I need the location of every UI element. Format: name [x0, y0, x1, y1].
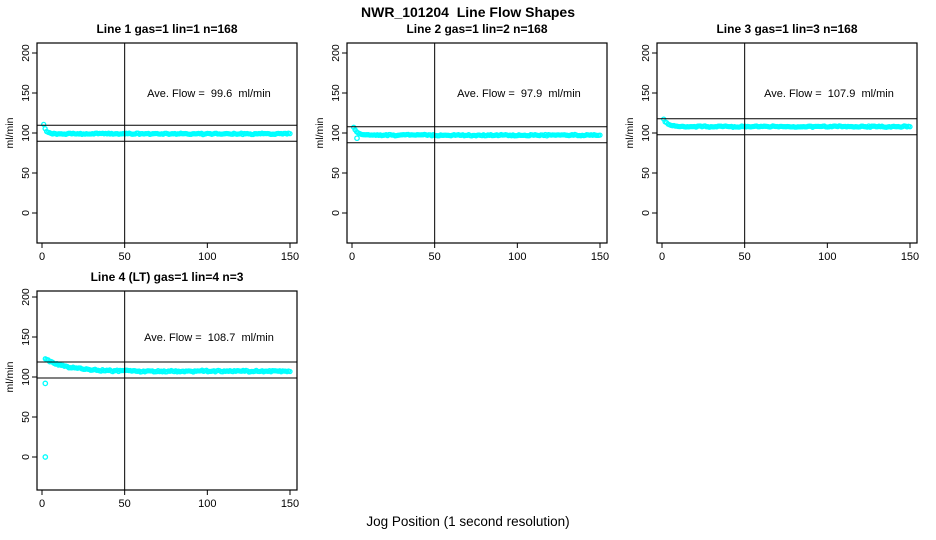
x-tick-label: 50 — [429, 251, 441, 263]
y-tick-label: 200 — [640, 44, 652, 62]
panel-title: Line 2 gas=1 lin=2 n=168 — [406, 22, 547, 36]
x-tick-label: 150 — [591, 251, 609, 263]
x-axis: 0 50 100 150 — [659, 243, 919, 263]
panel-title: Line 1 gas=1 lin=1 n=168 — [96, 22, 237, 36]
data-points — [661, 116, 913, 130]
panel-3: Line 3 gas=1 lin=3 n=168 0 50 100 150 0 50 100 1… — [624, 22, 919, 263]
y-tick-label: 200 — [20, 44, 32, 62]
data-point — [597, 132, 603, 138]
y-tick-label: 150 — [330, 84, 342, 102]
data-point — [287, 368, 293, 375]
y-axis: 0 50 100 150 200 ml/min — [314, 44, 347, 216]
x-tick-label: 0 — [659, 251, 665, 263]
data-points — [41, 121, 293, 138]
plot-box — [36, 42, 298, 244]
x-axis-label: Jog Position (1 second resolution) — [366, 514, 570, 529]
y-tick-label: 50 — [640, 167, 652, 179]
ave-flow-annotation: Ave. Flow = 99.6 ml/min — [147, 88, 271, 100]
y-axis-unit-label: ml/min — [624, 117, 636, 148]
x-tick-label: 100 — [818, 251, 836, 263]
x-tick-label: 100 — [198, 251, 216, 263]
y-tick-label: 100 — [330, 124, 342, 142]
x-axis: 0 50 100 150 — [39, 243, 299, 263]
x-tick-label: 100 — [508, 251, 526, 263]
outlier-point — [354, 135, 360, 142]
x-tick-label: 100 — [198, 498, 216, 510]
y-axis-unit-label: ml/min — [314, 117, 326, 148]
y-axis: 0 50 100 150 200 ml/min — [624, 44, 657, 216]
plot-box — [346, 42, 608, 244]
x-axis: 0 50 100 150 — [39, 490, 299, 510]
y-tick-label: 0 — [640, 210, 652, 216]
x-tick-label: 150 — [281, 498, 299, 510]
y-tick-label: 100 — [20, 124, 32, 142]
ave-flow-annotation: Ave. Flow = 107.9 ml/min — [764, 88, 894, 100]
data-points — [351, 124, 603, 142]
plot-box — [656, 42, 918, 244]
y-axis: 0 50 100 150 200 ml/min — [4, 288, 37, 460]
y-tick-label: 100 — [640, 124, 652, 142]
x-tick-label: 0 — [39, 251, 45, 263]
data-points — [42, 356, 293, 460]
y-tick-label: 200 — [20, 288, 32, 306]
x-tick-label: 50 — [119, 498, 131, 510]
x-tick-label: 50 — [119, 251, 131, 263]
x-tick-label: 0 — [349, 251, 355, 263]
y-axis-unit-label: ml/min — [4, 117, 16, 148]
y-axis-unit-label: ml/min — [4, 361, 16, 392]
y-tick-label: 0 — [20, 210, 32, 216]
y-tick-label: 50 — [20, 167, 32, 179]
panel-1: Line 1 gas=1 lin=1 n=168 0 50 100 150 0 50 100 1… — [4, 22, 299, 263]
data-point — [907, 124, 913, 130]
outlier-point — [42, 454, 49, 460]
panel-title: Line 3 gas=1 lin=3 n=168 — [716, 22, 857, 36]
main-title: NWR_101204 Line Flow Shapes — [361, 4, 575, 20]
data-point — [287, 130, 293, 137]
y-tick-label: 150 — [20, 328, 32, 346]
x-tick-label: 150 — [281, 251, 299, 263]
y-tick-label: 200 — [330, 44, 342, 62]
panel-4: Line 4 (LT) gas=1 lin=4 n=3 0 50 100 150 0 50 1… — [4, 270, 299, 510]
x-tick-label: 150 — [901, 251, 919, 263]
panel-2: Line 2 gas=1 lin=2 n=168 0 50 100 150 0 50 100 1… — [314, 22, 609, 263]
y-tick-label: 150 — [20, 84, 32, 102]
x-tick-label: 0 — [39, 498, 45, 510]
y-tick-label: 100 — [20, 368, 32, 386]
y-tick-label: 50 — [330, 167, 342, 179]
y-tick-label: 0 — [330, 210, 342, 216]
plot-box — [36, 290, 298, 491]
y-axis: 0 50 100 150 200 ml/min — [4, 44, 37, 216]
y-tick-label: 150 — [640, 84, 652, 102]
y-tick-label: 50 — [20, 411, 32, 423]
outlier-point — [42, 380, 49, 387]
ave-flow-annotation: Ave. Flow = 108.7 ml/min — [144, 332, 274, 344]
ave-flow-annotation: Ave. Flow = 97.9 ml/min — [457, 88, 581, 100]
panel-title: Line 4 (LT) gas=1 lin=4 n=3 — [91, 270, 244, 284]
y-tick-label: 0 — [20, 454, 32, 460]
x-tick-label: 50 — [739, 251, 751, 263]
x-axis: 0 50 100 150 — [349, 243, 609, 263]
